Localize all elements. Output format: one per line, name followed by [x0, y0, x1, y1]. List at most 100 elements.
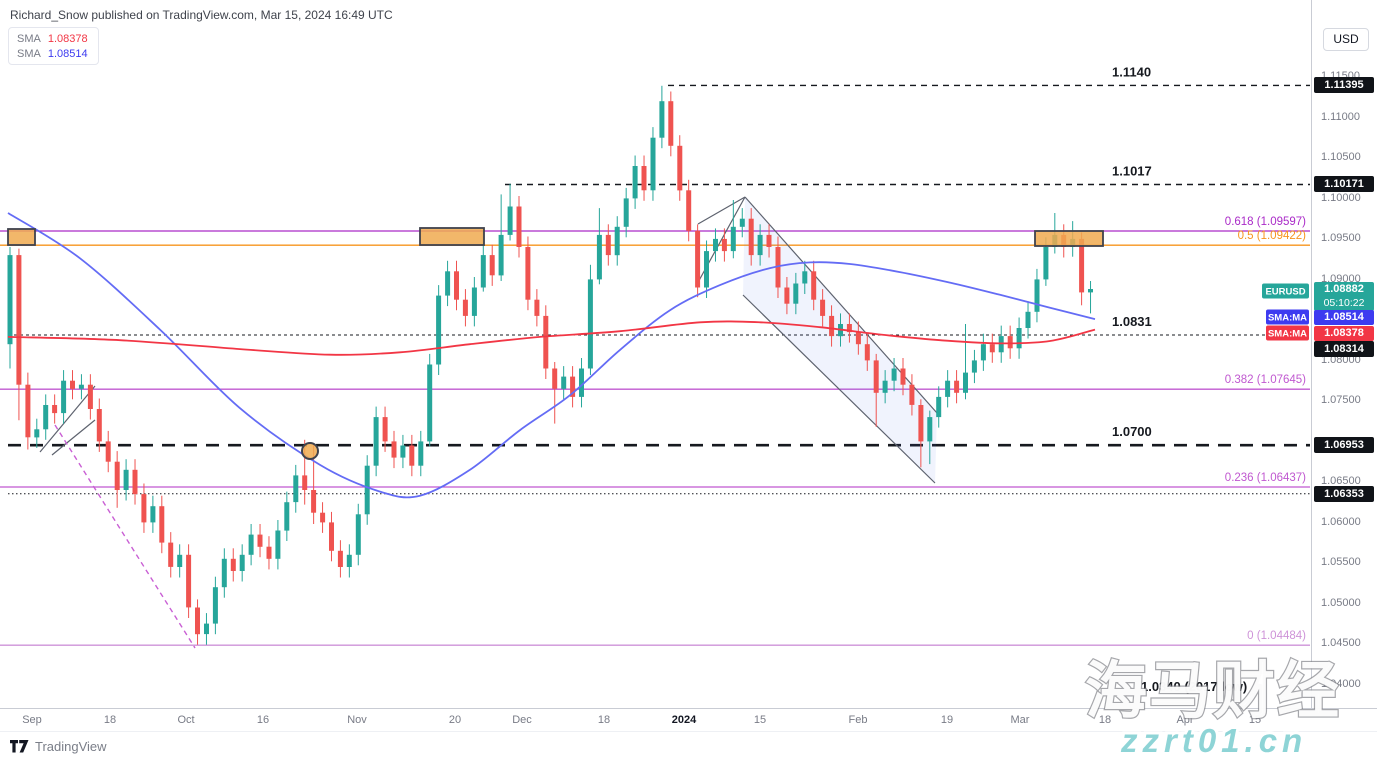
candle: [471, 277, 477, 327]
circle-marker: [301, 442, 319, 460]
fib-label: 0.5 (1.09422): [1238, 230, 1307, 242]
candle: [159, 495, 165, 554]
candle: [7, 247, 13, 369]
price-axis[interactable]: USD 1.11500 1.11000 1.10500 1.10000 1.09500 1…: [1311, 0, 1377, 731]
candle: [855, 321, 861, 355]
candle: [61, 370, 67, 424]
candle: [337, 540, 343, 578]
candle: [784, 277, 790, 315]
candle: [605, 224, 611, 266]
candle: [820, 289, 826, 327]
candle: [382, 406, 388, 452]
candle: [882, 370, 888, 404]
tradingview-logo[interactable]: TradingView: [10, 739, 107, 754]
time-tick: 18: [597, 714, 611, 726]
candle: [963, 324, 968, 400]
candle: [596, 208, 602, 285]
price-tick: 1.08000: [1321, 354, 1361, 366]
candle: [248, 524, 254, 566]
time-tick: Feb: [848, 714, 868, 726]
candle: [659, 85, 665, 149]
candle: [632, 155, 638, 209]
legend-row-sma-fast[interactable]: SMA 1.08378: [17, 31, 88, 46]
candle: [552, 362, 558, 424]
candle: [507, 183, 513, 241]
price-badge: 1.06953: [1314, 437, 1374, 453]
candle: [257, 524, 263, 558]
price-badge: 1.11395: [1314, 77, 1374, 93]
sma-label: SMA: [17, 47, 41, 60]
candle: [757, 224, 763, 266]
candle: [462, 289, 468, 327]
currency-button[interactable]: USD: [1323, 28, 1369, 51]
legend-row-sma-slow[interactable]: SMA 1.08514: [17, 46, 88, 61]
candle: [418, 430, 424, 477]
candle: [427, 353, 433, 447]
time-tick: Sep: [22, 714, 42, 726]
candle: [909, 374, 915, 416]
candle: [695, 224, 701, 298]
candle: [677, 135, 683, 201]
price-badge: 1.08314: [1314, 341, 1374, 357]
candle: [954, 370, 960, 404]
candle: [846, 313, 852, 343]
candle: [802, 260, 808, 294]
price-tick: 1.10500: [1321, 151, 1361, 163]
price-chart-svg: 0.618 (1.09597) 0.5 (1.09422) 0.382 (1.076…: [0, 64, 1310, 694]
candle: [730, 200, 736, 259]
axis-chip: SMA:MA: [1266, 325, 1309, 341]
fib-label: 0.382 (1.07645): [1225, 374, 1306, 386]
candle: [721, 228, 727, 262]
candle: [186, 544, 192, 618]
time-tick: 16: [256, 714, 270, 726]
time-tick: Nov: [347, 714, 367, 726]
candle: [34, 418, 40, 448]
candle: [543, 305, 549, 379]
candle: [445, 260, 451, 307]
candle: [811, 260, 817, 311]
trendline: [695, 196, 746, 287]
supply-zone-box: [1034, 230, 1104, 247]
trendline: [697, 196, 746, 225]
time-tick: 15: [753, 714, 767, 726]
time-tick: 19: [940, 714, 954, 726]
candle: [177, 544, 183, 578]
candle: [52, 394, 58, 424]
price-tick: 1.04500: [1321, 637, 1361, 649]
candle: [713, 228, 718, 262]
candle: [980, 333, 986, 371]
candle: [971, 349, 977, 384]
time-axis[interactable]: Sep 18 Oct 16 Nov 20 Dec 18 2024 15 Feb 19 Mar 18 Apr 1…: [0, 708, 1377, 732]
price-badge: 1.08514: [1314, 310, 1374, 325]
price-tick: 1.10000: [1321, 192, 1361, 204]
level-label: 1.1017: [1112, 164, 1152, 179]
trendline: [742, 294, 936, 484]
candle: [641, 155, 647, 201]
candle: [873, 353, 879, 427]
candle: [132, 459, 138, 505]
time-tick: Oct: [177, 714, 195, 726]
chart-canvas[interactable]: 0.618 (1.09597) 0.5 (1.09422) 0.382 (1.076…: [0, 0, 1311, 731]
axis-chip: SMA:MA: [1266, 309, 1309, 325]
candle: [105, 430, 111, 473]
axis-chip: EURUSD: [1262, 283, 1309, 299]
fib-label: 0.236 (1.06437): [1225, 472, 1306, 484]
time-tick: Mar: [1010, 714, 1030, 726]
candle: [16, 248, 22, 421]
candle: [87, 374, 93, 420]
candle: [320, 502, 326, 533]
svg-text:EURUSD: EURUSD: [1265, 287, 1305, 298]
candle: [150, 495, 156, 533]
fib-label: 0.618 (1.09597): [1225, 216, 1306, 228]
candle: [748, 208, 754, 266]
candle: [900, 358, 906, 396]
candle: [284, 491, 290, 541]
sma-value: 1.08514: [47, 47, 88, 60]
footer-strip: [0, 731, 1377, 763]
candle: [195, 599, 200, 645]
level-label: 1.0831: [1112, 314, 1152, 329]
published-title: Richard_Snow published on TradingView.co…: [10, 8, 393, 22]
svg-text:SMA:MA: SMA:MA: [1268, 329, 1307, 340]
candle: [891, 358, 897, 392]
